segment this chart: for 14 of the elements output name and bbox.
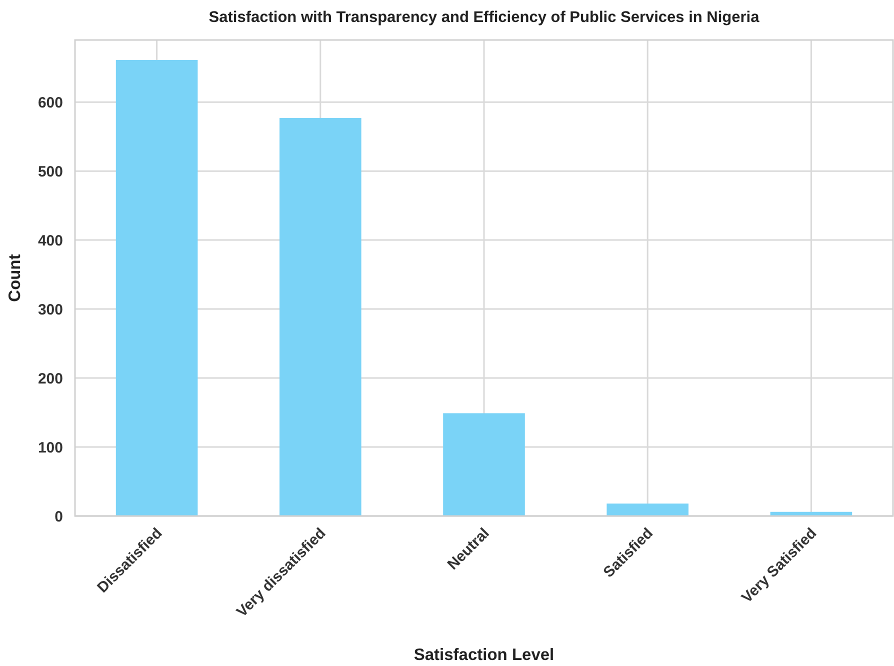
y-tick-label: 400 — [38, 232, 63, 250]
y-tick-label: 300 — [38, 301, 63, 318]
y-tick-label: 600 — [38, 94, 63, 112]
y-tick-label: 0 — [54, 508, 63, 526]
y-tick-label: 100 — [38, 439, 63, 456]
x-axis-title: Satisfaction Level — [414, 646, 554, 664]
bar — [280, 118, 362, 516]
y-axis-title: Count — [6, 254, 24, 302]
chart-title: Satisfaction with Transparency and Efficiency of Public Services in Nigeria — [208, 9, 760, 26]
bar — [443, 413, 525, 516]
y-tick-label: 200 — [38, 370, 63, 388]
bar — [606, 504, 688, 516]
bar — [116, 60, 198, 516]
y-tick-label: 500 — [38, 163, 63, 180]
